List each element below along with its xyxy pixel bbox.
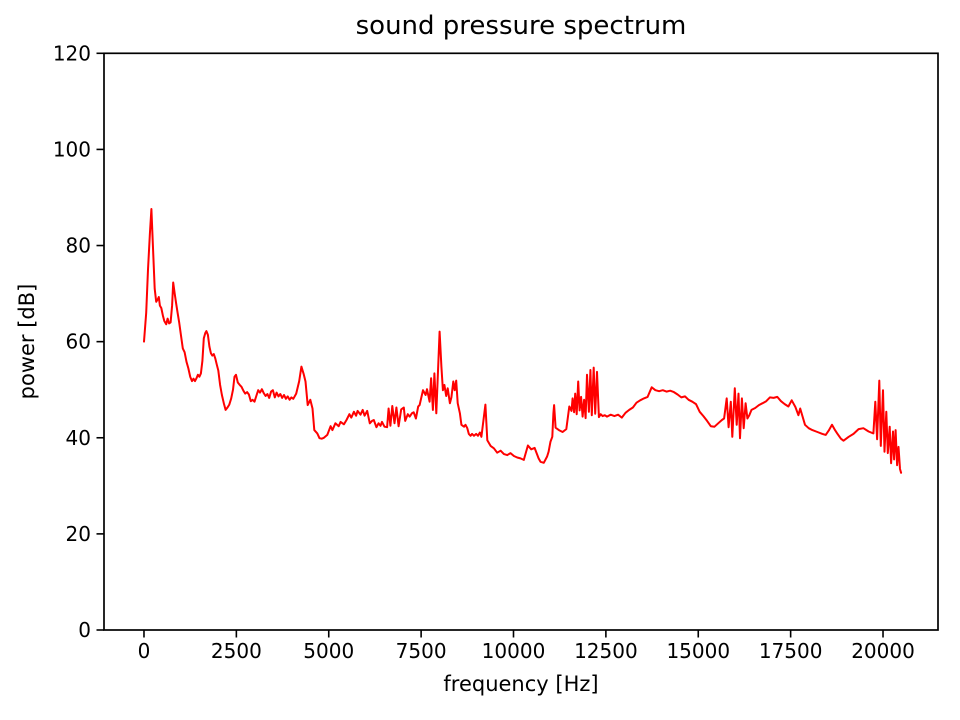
y-tick-label: 100 (53, 137, 91, 161)
x-tick-label: 2500 (211, 639, 262, 663)
y-tick-label: 20 (66, 522, 91, 546)
y-tick-label: 120 (53, 41, 91, 65)
x-axis-ticks: 0 2500 5000 7500 10000 12500 15000 17500 20000 (138, 630, 915, 663)
x-tick-label: 15000 (666, 639, 730, 663)
x-tick-label: 20000 (851, 639, 915, 663)
y-axis-label: power [dB] (15, 284, 39, 400)
chart-title: sound pressure spectrum (356, 11, 687, 41)
spectrum-line (143, 208, 903, 474)
y-tick-label: 60 (66, 330, 91, 354)
x-tick-label: 12500 (574, 639, 638, 663)
x-axis-label: frequency [Hz] (443, 672, 598, 696)
x-tick-label: 0 (138, 639, 151, 663)
y-tick-label: 40 (66, 426, 91, 450)
plot-border (103, 52, 939, 631)
y-axis-ticks: 0 20 40 60 80 100 120 (53, 41, 104, 642)
x-tick-label: 5000 (303, 639, 354, 663)
x-tick-label: 10000 (482, 639, 546, 663)
y-tick-label: 0 (78, 618, 91, 642)
x-tick-label: 17500 (759, 639, 823, 663)
y-tick-label: 80 (66, 234, 91, 258)
x-tick-label: 7500 (396, 639, 447, 663)
